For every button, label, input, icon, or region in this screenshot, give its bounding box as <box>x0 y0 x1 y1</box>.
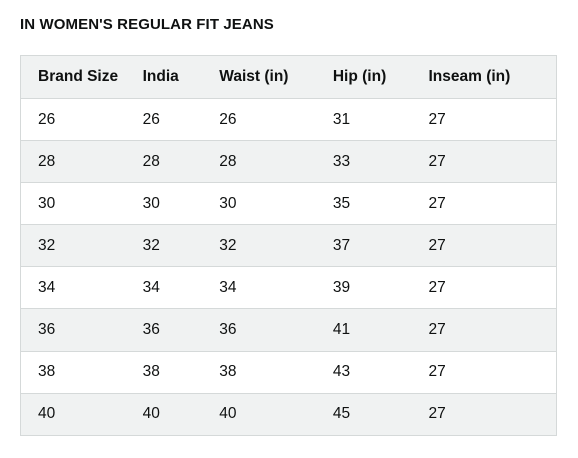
cell-india: 34 <box>142 278 160 296</box>
column-header-india: India <box>142 68 179 85</box>
cell-hip: 41 <box>332 321 351 339</box>
cell-inseam: 27 <box>428 363 446 381</box>
table-row: 28 28 28 33 27 <box>21 140 556 183</box>
size-chart-table: Brand Size India Waist (in) Hip (in) Ins… <box>20 55 557 436</box>
table-row: 32 32 32 37 27 <box>21 224 556 267</box>
cell-waist: 32 <box>219 236 237 254</box>
cell-brand-size: 28 <box>38 152 56 170</box>
table-row: 38 38 38 43 27 <box>21 350 556 393</box>
table-header-row: Brand Size India Waist (in) Hip (in) Ins… <box>21 56 556 98</box>
cell-hip: 33 <box>332 152 351 170</box>
cell-waist: 38 <box>219 363 237 381</box>
cell-waist: 28 <box>219 152 237 170</box>
column-header-waist: Waist (in) <box>219 68 289 85</box>
cell-india: 26 <box>142 110 160 128</box>
cell-waist: 40 <box>219 405 237 423</box>
table-row: 36 36 36 41 27 <box>21 308 556 351</box>
cell-waist: 26 <box>219 110 237 128</box>
cell-india: 36 <box>142 321 160 339</box>
cell-hip: 35 <box>332 194 351 212</box>
cell-brand-size: 38 <box>38 363 56 381</box>
table-row: 34 34 34 39 27 <box>21 266 556 309</box>
cell-brand-size: 32 <box>38 236 56 254</box>
cell-hip: 43 <box>332 363 351 381</box>
table-row: 30 30 30 35 27 <box>21 182 556 225</box>
cell-hip: 37 <box>332 236 351 254</box>
cell-waist: 34 <box>219 278 237 296</box>
cell-india: 28 <box>142 152 160 170</box>
column-header-hip: Hip (in) <box>332 68 387 85</box>
cell-brand-size: 30 <box>38 194 56 212</box>
cell-india: 30 <box>142 194 160 212</box>
column-header-brand-size: Brand Size <box>38 68 119 85</box>
table-row: 40 40 40 45 27 <box>21 392 556 435</box>
cell-inseam: 27 <box>428 194 446 212</box>
column-header-inseam: Inseam (in) <box>428 68 511 85</box>
cell-brand-size: 40 <box>38 405 56 423</box>
size-chart-title: IN WOMEN'S REGULAR FIT JEANS <box>20 16 274 33</box>
cell-india: 38 <box>142 363 160 381</box>
cell-brand-size: 26 <box>38 110 56 128</box>
cell-brand-size: 36 <box>38 321 56 339</box>
cell-hip: 45 <box>332 405 351 423</box>
cell-hip: 31 <box>332 110 351 128</box>
cell-brand-size: 34 <box>38 278 56 296</box>
cell-inseam: 27 <box>428 405 446 423</box>
cell-inseam: 27 <box>428 152 446 170</box>
table-row: 26 26 26 31 27 <box>21 98 556 141</box>
cell-waist: 36 <box>219 321 237 339</box>
cell-waist: 30 <box>219 194 237 212</box>
cell-inseam: 27 <box>428 321 446 339</box>
cell-inseam: 27 <box>428 278 446 296</box>
cell-india: 40 <box>142 405 160 423</box>
cell-india: 32 <box>142 236 160 254</box>
cell-inseam: 27 <box>428 110 446 128</box>
cell-inseam: 27 <box>428 236 446 254</box>
cell-hip: 39 <box>332 278 351 296</box>
